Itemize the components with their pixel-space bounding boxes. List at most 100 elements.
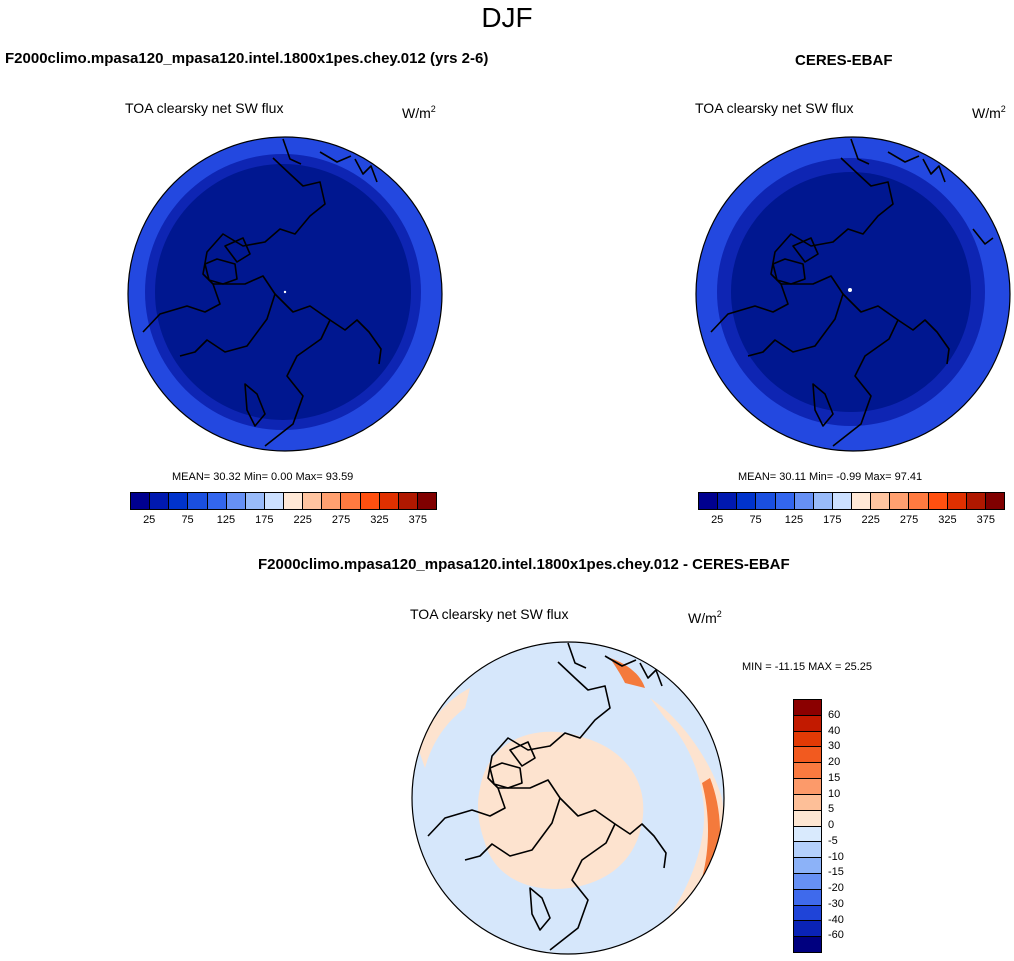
diff-warm-west (418, 688, 470, 768)
diff-colorbar-label: 60 (828, 708, 841, 721)
obs-colorbar-swatch (699, 493, 719, 509)
diff-colorbar-label: 40 (828, 724, 841, 737)
diff-colorbar-swatch (794, 842, 821, 859)
model-variable-title: TOA clearsky net SW flux (125, 100, 284, 116)
obs-colorbar-swatch (718, 493, 738, 509)
model-colorbar-swatch (341, 493, 361, 509)
obs-colorbar-tick: 375 (976, 514, 995, 526)
obs-colorbar-tick: 225 (861, 514, 880, 526)
model-inner-band (155, 164, 411, 420)
obs-colorbar-swatch (947, 493, 967, 509)
obs-colorbar-swatch (756, 493, 776, 509)
diff-colorbar-label: -10 (828, 850, 844, 863)
obs-units: W/m2 (972, 104, 1006, 121)
obs-colorbar-swatch (813, 493, 833, 509)
model-colorbar-tick: 275 (331, 514, 351, 526)
obs-colorbar-ticks: 25 75 125 175 225 275 325 375 (698, 514, 1005, 528)
diff-colorbar-label: -15 (828, 866, 844, 879)
obs-colorbar-swatch (852, 493, 872, 509)
model-colorbar-tick: 225 (293, 514, 312, 526)
model-colorbar-swatch (379, 493, 399, 509)
obs-colorbar-tick: 25 (711, 514, 724, 526)
obs-colorbar-swatch (890, 493, 910, 509)
model-colorbar-swatch (417, 493, 436, 509)
diff-colorbar-swatch (794, 731, 821, 748)
model-colorbar-tick: 25 (143, 514, 156, 526)
obs-colorbar-swatch (928, 493, 948, 509)
obs-colorbar (698, 492, 1005, 510)
model-colorbar-tick: 125 (216, 514, 236, 526)
model-colorbar-swatch (226, 493, 246, 509)
model-colorbar-tick: 375 (408, 514, 427, 526)
model-stats: MEAN= 30.32 Min= 0.00 Max= 93.59 (172, 471, 354, 483)
diff-colorbar-swatch (794, 794, 821, 811)
model-colorbar-swatch (398, 493, 418, 509)
model-colorbar-tick: 175 (255, 514, 274, 526)
diff-colorbar-swatch (794, 921, 821, 938)
diff-stats: MIN = -11.15 MAX = 25.25 (742, 661, 873, 673)
obs-colorbar-swatch (775, 493, 795, 509)
diff-colorbar-label: 15 (828, 771, 841, 784)
diff-units: W/m2 (688, 609, 722, 626)
obs-coastlines (710, 138, 994, 447)
model-colorbar-swatch (150, 493, 170, 509)
obs-polar-map (695, 136, 1011, 452)
diff-colorbar-swatch (794, 747, 821, 764)
obs-colorbar-tick: 275 (899, 514, 919, 526)
diff-colorbar-label: 30 (828, 740, 841, 753)
diff-colorbar-label: 5 (828, 803, 835, 816)
model-panel-title: F2000climo.mpasa120_mpasa120.intel.1800x… (5, 50, 489, 67)
obs-colorbar-swatch (985, 493, 1004, 509)
diff-panel-title: F2000climo.mpasa120_mpasa120.intel.1800x… (258, 556, 790, 573)
diff-warm-core (477, 731, 644, 889)
obs-stats: MEAN= 30.11 Min= -0.99 Max= 97.41 (738, 471, 923, 483)
obs-colorbar-swatch (737, 493, 757, 509)
model-colorbar-swatch (284, 493, 304, 509)
obs-colorbar-swatch (909, 493, 929, 509)
diff-colorbar-labels: 60 40 30 20 15 10 5 0 -5 -10 -15 -20 -30 -40 -60 (828, 699, 868, 951)
obs-colorbar-swatch (794, 493, 814, 509)
model-colorbar-swatch (188, 493, 208, 509)
diff-colorbar-swatch (794, 889, 821, 906)
obs-colorbar-swatch (832, 493, 852, 509)
diff-colorbar-label: -60 (828, 929, 844, 942)
model-colorbar-ticks: 25 75 125 175 225 275 325 375 (130, 514, 437, 528)
diff-colorbar-label: -40 (828, 913, 844, 926)
model-pole-marker (283, 290, 287, 294)
diff-colorbar-label: 0 (828, 819, 835, 831)
model-colorbar-swatch (207, 493, 227, 509)
diff-colorbar-swatch (794, 858, 821, 874)
diff-colorbar-swatch (794, 937, 821, 952)
diff-colorbar-label: -30 (828, 897, 844, 910)
diff-colorbar-swatch (794, 715, 821, 732)
diff-polar-map (411, 641, 725, 955)
diff-warm-north (610, 658, 645, 688)
obs-panel-title: CERES-EBAF (795, 52, 893, 69)
obs-pole-marker (848, 288, 852, 292)
model-colorbar-swatch (169, 493, 189, 509)
diff-colorbar-label: 10 (828, 787, 841, 800)
diff-colorbar-swatch (794, 905, 821, 922)
diff-colorbar-swatch (794, 779, 821, 795)
model-colorbar (130, 492, 437, 510)
diff-coastlines (427, 642, 667, 951)
obs-variable-title: TOA clearsky net SW flux (695, 100, 854, 116)
diff-colorbar (793, 699, 822, 953)
model-colorbar-swatch (322, 493, 342, 509)
model-colorbar-swatch (264, 493, 284, 509)
diff-variable-title: TOA clearsky net SW flux (410, 606, 569, 622)
obs-colorbar-tick: 175 (823, 514, 842, 526)
model-colorbar-swatch (360, 493, 380, 509)
obs-inner-band (731, 172, 971, 412)
diff-colorbar-swatch (794, 763, 821, 780)
model-colorbar-swatch (245, 493, 265, 509)
obs-colorbar-tick: 325 (938, 514, 957, 526)
obs-colorbar-tick: 75 (749, 514, 762, 526)
diff-colorbar-label: 20 (828, 756, 841, 768)
model-colorbar-tick: 75 (181, 514, 194, 526)
model-polar-map (127, 136, 443, 452)
model-colorbar-swatch (303, 493, 323, 509)
diff-colorbar-label: -20 (828, 882, 844, 894)
obs-colorbar-swatch (871, 493, 891, 509)
model-colorbar-tick: 325 (370, 514, 389, 526)
